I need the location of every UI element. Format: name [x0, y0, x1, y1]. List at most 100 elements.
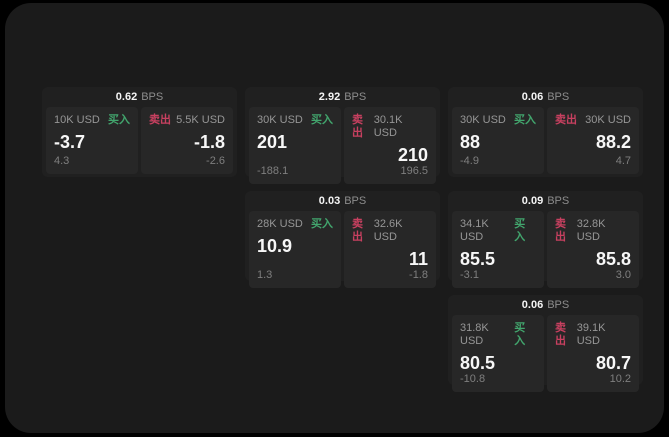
sell-price: 11 [408, 249, 428, 269]
quote-tiles: 30K USD 买入 201 -188.1 卖出 30.1K USD 210 1… [249, 107, 436, 184]
sell-side-label: 卖出 [555, 218, 566, 243]
main-panel: 0.62 BPS 10K USD 买入 -3.7 4.3 卖出 5.5K USD… [5, 3, 664, 433]
buy-price: 10.9 [257, 236, 293, 256]
quote-card: 0.06 BPS 31.8K USD 买入 80.5 -10.8 卖出 39.1… [448, 295, 643, 392]
buy-delta: -10.8 [460, 373, 486, 385]
bps-header: 0.06 BPS [452, 87, 639, 107]
bps-value: 0.06 [521, 91, 544, 103]
sell-tile-top: 卖出 32.8K USD [555, 218, 631, 244]
buy-tile-top: 10K USD 买入 [54, 114, 130, 127]
buy-price: -3.7 [54, 132, 86, 152]
buy-size-label: 30K USD [257, 114, 303, 126]
sell-delta: 3.0 [615, 269, 631, 281]
buy-tile[interactable]: 28K USD 买入 10.9 1.3 [249, 211, 341, 288]
buy-side-label: 买入 [514, 114, 536, 126]
sell-tile[interactable]: 卖出 32.8K USD 85.8 3.0 [547, 211, 639, 288]
bps-value: 0.03 [318, 195, 341, 207]
buy-delta: 1.3 [257, 269, 273, 281]
buy-tile[interactable]: 30K USD 买入 88 -4.9 [452, 107, 544, 174]
quote-card: 0.06 BPS 30K USD 买入 88 -4.9 卖出 30K USD 8… [448, 87, 643, 177]
buy-side-label: 买入 [311, 218, 333, 230]
sell-tile[interactable]: 卖出 39.1K USD 80.7 10.2 [547, 315, 639, 392]
buy-price: 88 [460, 132, 481, 152]
sell-price: -1.8 [193, 132, 225, 152]
quote-tiles: 28K USD 买入 10.9 1.3 卖出 32.6K USD 11 -1.8 [249, 211, 436, 288]
buy-tile[interactable]: 31.8K USD 买入 80.5 -10.8 [452, 315, 544, 392]
sell-price: 80.7 [595, 353, 631, 373]
sell-tile-top: 卖出 30K USD [555, 114, 631, 127]
sell-price: 210 [397, 145, 428, 165]
bps-header: 2.92 BPS [249, 87, 436, 107]
buy-size-label: 10K USD [54, 114, 100, 126]
buy-delta: -3.1 [460, 269, 479, 281]
cards-grid: 0.62 BPS 10K USD 买入 -3.7 4.3 卖出 5.5K USD… [42, 87, 643, 392]
sell-tile-top: 卖出 39.1K USD [555, 322, 631, 348]
quote-card: 0.62 BPS 10K USD 买入 -3.7 4.3 卖出 5.5K USD… [42, 87, 237, 177]
sell-side-label: 卖出 [555, 322, 566, 347]
buy-side-label: 买入 [514, 218, 526, 243]
sell-size-label: 32.6K USD [373, 218, 403, 243]
buy-tile-top: 30K USD 买入 [460, 114, 536, 127]
sell-delta: -2.6 [206, 155, 225, 167]
quote-card: 0.03 BPS 28K USD 买入 10.9 1.3 卖出 32.6K US… [245, 191, 440, 288]
buy-tile-top: 28K USD 买入 [257, 218, 333, 231]
bps-value: 0.62 [115, 91, 138, 103]
bps-header: 0.62 BPS [46, 87, 233, 107]
bps-unit-label: BPS [344, 195, 367, 207]
sell-size-label: 32.8K USD [576, 218, 606, 243]
sell-delta: 10.2 [609, 373, 631, 385]
buy-size-label: 34.1K USD [460, 218, 489, 243]
sell-delta: -1.8 [409, 269, 428, 281]
sell-tile-top: 卖出 30.1K USD [352, 114, 428, 140]
sell-side-label: 卖出 [352, 218, 363, 243]
bps-value: 0.06 [521, 299, 544, 311]
sell-tile-top: 卖出 32.6K USD [352, 218, 428, 244]
buy-delta: 4.3 [54, 155, 70, 167]
quote-tiles: 34.1K USD 买入 85.5 -3.1 卖出 32.8K USD 85.8… [452, 211, 639, 288]
sell-size-label: 30.1K USD [373, 114, 403, 139]
bps-header: 0.03 BPS [249, 191, 436, 211]
bps-value: 0.09 [521, 195, 544, 207]
buy-size-label: 30K USD [460, 114, 506, 126]
sell-delta: 196.5 [400, 165, 428, 177]
buy-price: 201 [257, 132, 288, 152]
buy-side-label: 买入 [311, 114, 333, 126]
bps-unit-label: BPS [344, 91, 367, 103]
bps-header: 0.06 BPS [452, 295, 639, 315]
quote-tiles: 10K USD 买入 -3.7 4.3 卖出 5.5K USD -1.8 -2.… [46, 107, 233, 174]
buy-side-label: 买入 [514, 322, 526, 347]
buy-side-label: 买入 [108, 114, 130, 126]
bps-unit-label: BPS [547, 299, 570, 311]
buy-price: 80.5 [460, 353, 496, 373]
sell-tile[interactable]: 卖出 32.6K USD 11 -1.8 [344, 211, 436, 288]
buy-tile-top: 31.8K USD 买入 [460, 322, 536, 348]
buy-tile[interactable]: 34.1K USD 买入 85.5 -3.1 [452, 211, 544, 288]
buy-tile-top: 34.1K USD 买入 [460, 218, 536, 244]
sell-side-label: 卖出 [352, 114, 363, 139]
sell-tile-top: 卖出 5.5K USD [149, 114, 225, 127]
quote-card: 2.92 BPS 30K USD 买入 201 -188.1 卖出 30.1K … [245, 87, 440, 184]
buy-delta: -4.9 [460, 155, 479, 167]
sell-size-label: 39.1K USD [576, 322, 606, 347]
sell-tile[interactable]: 卖出 5.5K USD -1.8 -2.6 [141, 107, 233, 174]
sell-price: 85.8 [595, 249, 631, 269]
sell-delta: 4.7 [615, 155, 631, 167]
sell-side-label: 卖出 [555, 114, 577, 126]
buy-size-label: 31.8K USD [460, 322, 489, 347]
sell-size-label: 5.5K USD [176, 114, 225, 126]
sell-side-label: 卖出 [149, 114, 171, 126]
bps-unit-label: BPS [547, 195, 570, 207]
buy-tile-top: 30K USD 买入 [257, 114, 333, 127]
buy-tile[interactable]: 30K USD 买入 201 -188.1 [249, 107, 341, 184]
bps-unit-label: BPS [141, 91, 164, 103]
sell-tile[interactable]: 卖出 30K USD 88.2 4.7 [547, 107, 639, 174]
sell-price: 88.2 [595, 132, 631, 152]
quote-card: 0.09 BPS 34.1K USD 买入 85.5 -3.1 卖出 32.8K… [448, 191, 643, 288]
sell-tile[interactable]: 卖出 30.1K USD 210 196.5 [344, 107, 436, 184]
buy-tile[interactable]: 10K USD 买入 -3.7 4.3 [46, 107, 138, 174]
bps-unit-label: BPS [547, 91, 570, 103]
bps-header: 0.09 BPS [452, 191, 639, 211]
quote-tiles: 30K USD 买入 88 -4.9 卖出 30K USD 88.2 4.7 [452, 107, 639, 174]
bps-value: 2.92 [318, 91, 341, 103]
sell-size-label: 30K USD [585, 114, 631, 126]
